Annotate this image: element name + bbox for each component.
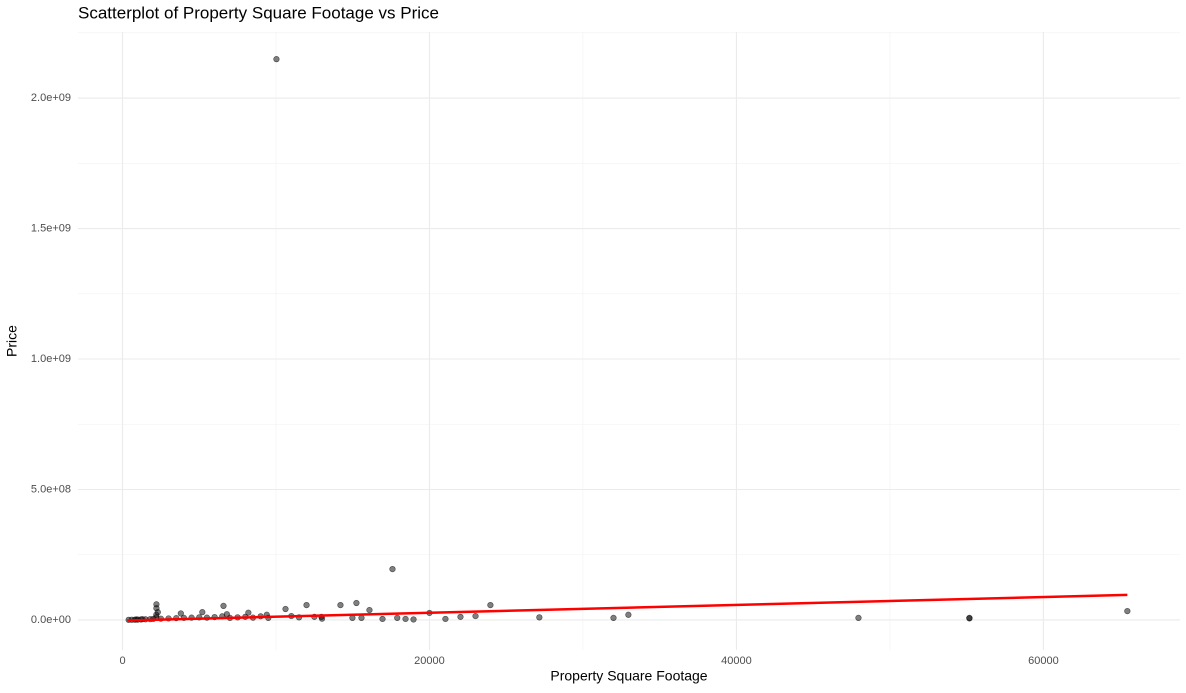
y-tick-label: 1.5e+09 — [31, 222, 71, 234]
chart-title: Scatterplot of Property Square Footage v… — [78, 3, 439, 22]
y-tick-label: 0.0e+00 — [31, 614, 71, 626]
point — [273, 56, 280, 63]
point — [1124, 608, 1131, 615]
x-axis-title: Property Square Footage — [550, 668, 707, 684]
point — [282, 605, 289, 613]
point — [410, 616, 417, 623]
trend-line — [127, 593, 1128, 622]
point — [366, 606, 373, 614]
point — [199, 609, 206, 616]
x-tick-label: 0 — [119, 655, 125, 667]
x-tick-label: 40000 — [721, 655, 752, 667]
point — [223, 611, 230, 618]
point — [358, 614, 365, 621]
y-tick-label: 5.0e+08 — [31, 483, 71, 495]
x-tick-label: 20000 — [414, 655, 445, 667]
point — [457, 613, 464, 620]
point — [353, 599, 360, 607]
point — [610, 614, 617, 621]
point — [402, 615, 409, 623]
x-tick-label: 60000 — [1028, 655, 1059, 667]
point — [625, 611, 632, 618]
point — [245, 609, 252, 616]
point — [177, 610, 184, 617]
point — [472, 612, 479, 620]
point — [389, 565, 396, 573]
point — [487, 602, 494, 609]
point — [303, 602, 310, 609]
point — [379, 615, 386, 623]
point — [442, 615, 449, 623]
point — [966, 615, 973, 622]
y-axis-title: Price — [4, 325, 20, 357]
point — [536, 614, 543, 621]
point — [394, 614, 401, 621]
point — [337, 602, 344, 609]
y-tick-label: 1.0e+09 — [31, 353, 71, 365]
point — [855, 614, 862, 621]
point — [220, 602, 227, 609]
y-tick-label: 2.0e+09 — [31, 92, 71, 104]
